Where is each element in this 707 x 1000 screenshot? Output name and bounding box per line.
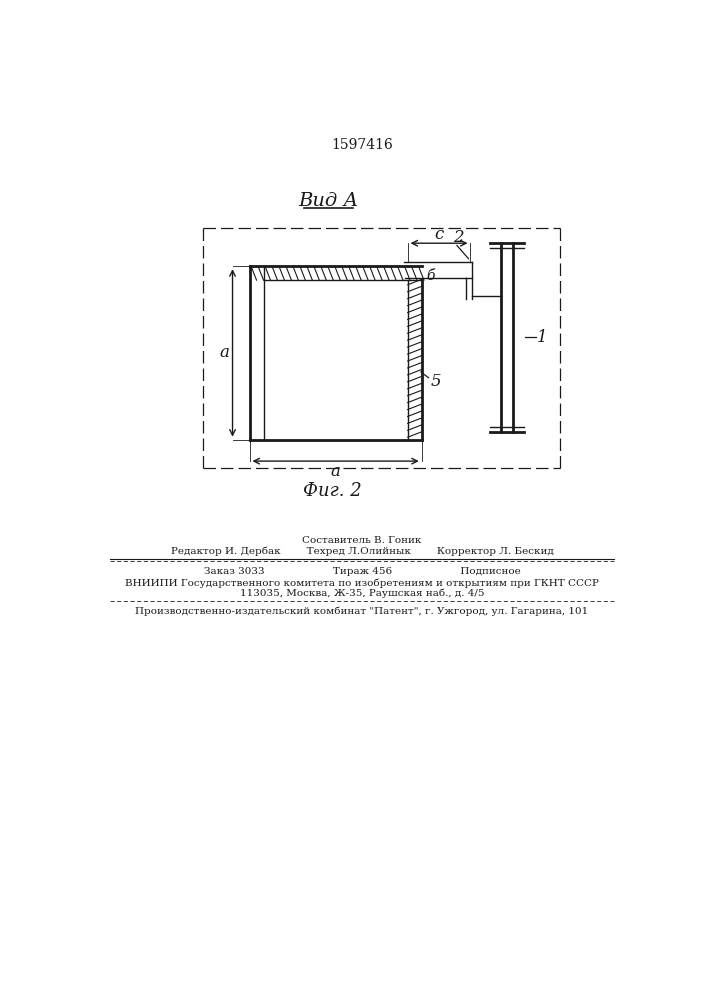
Text: Производственно-издательский комбинат "Патент", г. Ужгород, ул. Гагарина, 101: Производственно-издательский комбинат "П…: [135, 607, 588, 616]
Text: a: a: [220, 344, 230, 361]
Text: 2: 2: [453, 229, 464, 246]
Text: б: б: [426, 269, 435, 283]
Text: Составитель В. Гоник: Составитель В. Гоник: [303, 536, 421, 545]
Text: c: c: [434, 226, 444, 243]
Text: Фиг. 2: Фиг. 2: [303, 482, 362, 500]
Text: 113035, Москва, Ж-35, Раушская наб., д. 4/5: 113035, Москва, Ж-35, Раушская наб., д. …: [240, 588, 484, 598]
Text: 1597416: 1597416: [331, 138, 393, 152]
Text: Редактор И. Дербак        Техред Л.Олийнык        Корректор Л. Бескид: Редактор И. Дербак Техред Л.Олийнык Корр…: [170, 546, 554, 556]
Text: Заказ 3033                     Тираж 456                     Подписное: Заказ 3033 Тираж 456 Подписное: [204, 567, 520, 576]
Text: 5: 5: [431, 373, 441, 390]
Text: ВНИИПИ Государственного комитета по изобретениям и открытиям при ГКНТ СССР: ВНИИПИ Государственного комитета по изоб…: [125, 578, 599, 588]
Text: Вид А: Вид А: [298, 192, 358, 210]
Text: 1: 1: [537, 329, 547, 346]
Text: a: a: [331, 463, 341, 480]
